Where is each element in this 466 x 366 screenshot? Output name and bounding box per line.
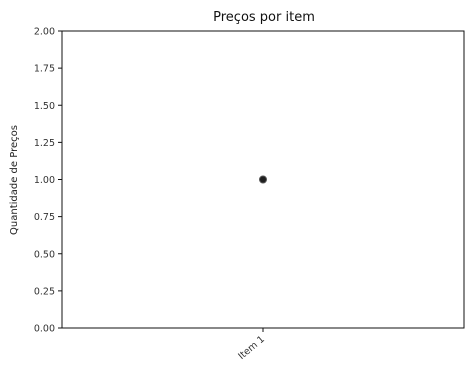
- y-tick-label: 0.50: [34, 249, 55, 260]
- y-tick-label: 1.00: [34, 175, 55, 186]
- data-points: [259, 175, 267, 184]
- y-tick-label: 0.00: [34, 324, 55, 335]
- y-tick-label: 0.75: [34, 212, 55, 223]
- chart-title: Preços por item: [213, 10, 315, 25]
- y-tick-label: 1.50: [34, 101, 55, 112]
- data-point: [259, 175, 267, 184]
- y-axis: 0.00 0.25 0.50 0.75 1.00 1.25 1.50 1.75 2.00: [34, 27, 62, 335]
- x-tick-label: Item 1: [236, 334, 267, 362]
- y-tick-label: 1.25: [34, 138, 55, 149]
- y-tick-label: 2.00: [34, 27, 55, 38]
- y-tick-label: 1.75: [34, 64, 55, 75]
- x-axis: Item 1: [236, 328, 267, 362]
- y-tick-label: 0.25: [34, 286, 55, 297]
- y-axis-label: Quantidade de Preços: [9, 125, 20, 235]
